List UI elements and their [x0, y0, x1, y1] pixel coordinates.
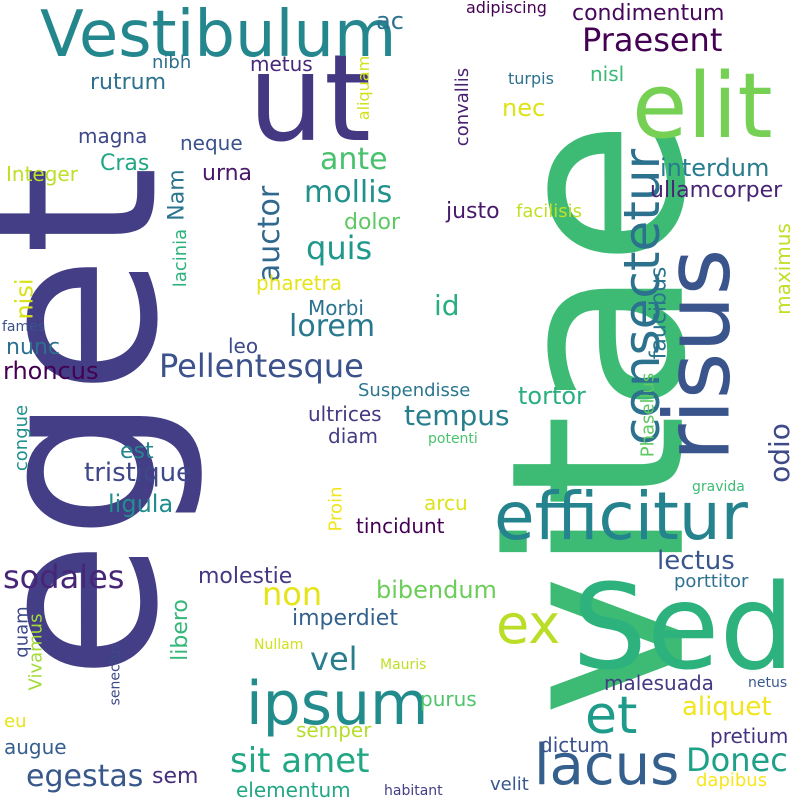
- word-et: et: [585, 686, 638, 746]
- word-rhoncus: rhoncus: [3, 357, 99, 385]
- word-lacus: lacus: [534, 733, 680, 798]
- word-vestibulum: Vestibulum: [40, 0, 397, 72]
- word-congue: congue: [11, 404, 33, 472]
- word-ligula: ligula: [108, 490, 174, 518]
- word-praesent: Praesent: [582, 21, 723, 59]
- word-condimentum: condimentum: [572, 1, 725, 26]
- word-neque: neque: [180, 131, 243, 155]
- word-ullamcorper: ullamcorper: [650, 178, 783, 203]
- word-elementum: elementum: [236, 778, 351, 800]
- word-dolor: dolor: [344, 210, 401, 235]
- word-quis: quis: [306, 229, 373, 267]
- word-purus: purus: [420, 687, 477, 711]
- word-pretium: pretium: [710, 724, 789, 748]
- word-tortor: tortor: [518, 382, 586, 410]
- word-leo: leo: [228, 334, 259, 358]
- word-habitant: habitant: [384, 783, 443, 799]
- word-lectus: lectus: [657, 546, 735, 576]
- word-augue: augue: [4, 735, 67, 759]
- word-proin: Proin: [325, 486, 347, 532]
- word-ipsum: ipsum: [246, 669, 429, 739]
- word-sodales: sodales: [3, 558, 125, 596]
- word-non: non: [262, 575, 323, 613]
- word-imperdiet: imperdiet: [292, 606, 398, 631]
- word-nibh: nibh: [152, 52, 192, 73]
- word-magna: magna: [78, 124, 148, 148]
- word-elit: elit: [632, 54, 773, 159]
- word-dictum: dictum: [540, 733, 610, 757]
- word-sit-amet: sit amet: [230, 741, 370, 781]
- word-nisl: nisl: [590, 62, 625, 86]
- word-potenti: potenti: [428, 431, 478, 447]
- word-integer: Integer: [6, 162, 78, 186]
- word-molestie: molestie: [198, 564, 293, 589]
- word-sed: Sed: [572, 558, 795, 696]
- word-tristique: tristique: [84, 458, 193, 488]
- word-id: id: [434, 289, 460, 322]
- word-tincidunt: tincidunt: [356, 514, 445, 538]
- word-malesuada: malesuada: [604, 671, 714, 695]
- word-pharetra: pharetra: [256, 271, 343, 295]
- word-lorem: lorem: [289, 309, 376, 344]
- word-convallis: convallis: [452, 67, 474, 147]
- word-efficitur: efficitur: [494, 478, 748, 555]
- word-ex: ex: [496, 593, 561, 656]
- word-sem: sem: [152, 764, 199, 789]
- word-porttitor: porttitor: [674, 571, 749, 592]
- word-ut: ut: [248, 30, 372, 169]
- word-ante: ante: [320, 142, 388, 177]
- word-egestas: egestas: [26, 759, 144, 794]
- word-maximus: maximus: [770, 223, 795, 315]
- word-nullam: Nullam: [254, 637, 304, 653]
- word-eu: eu: [4, 711, 27, 732]
- word-dapibus: dapibus: [696, 770, 768, 791]
- word-mauris: Mauris: [380, 657, 427, 673]
- word-facilisis: facilisis: [516, 201, 583, 222]
- word-urna: urna: [202, 161, 253, 186]
- word-justo: justo: [446, 199, 500, 224]
- word-phasellus: Phasellus: [637, 372, 659, 458]
- word-morbi: Morbi: [308, 296, 364, 320]
- word-cras: Cras: [100, 151, 150, 176]
- word-nam: Nam: [164, 169, 190, 221]
- word-velit: velit: [490, 774, 529, 795]
- word-aliquam: aliquam: [354, 55, 374, 121]
- word-semper: semper: [296, 718, 372, 742]
- word-libero: libero: [167, 599, 193, 661]
- word-est: est: [120, 439, 154, 464]
- word-pellentesque: Pellentesque: [159, 347, 364, 385]
- word-ac: ac: [376, 7, 404, 35]
- word-odio: odio: [762, 423, 796, 483]
- word-interdum: interdum: [660, 154, 770, 182]
- word-netus: netus: [748, 675, 788, 691]
- word-nec: nec: [502, 94, 546, 122]
- word-lacinia: lacinia: [170, 228, 192, 288]
- word-auctor: auctor: [252, 185, 288, 283]
- word-vivamus: Vivamus: [25, 613, 47, 691]
- word-faucibus: faucibus: [646, 266, 672, 360]
- word-nunc: nunc: [6, 335, 60, 360]
- word-tempus: tempus: [404, 399, 510, 432]
- word-vel: vel: [310, 640, 358, 678]
- word-diam: diam: [328, 424, 378, 448]
- word-metus: metus: [250, 52, 313, 76]
- word-arcu: arcu: [424, 491, 468, 515]
- word-suspendisse: Suspendisse: [358, 380, 471, 401]
- word-rutrum: rutrum: [90, 70, 167, 95]
- word-nisi: nisi: [10, 278, 39, 320]
- word-mollis: mollis: [304, 175, 393, 210]
- word-gravida: gravida: [692, 479, 745, 495]
- word-donec: Donec: [686, 741, 788, 779]
- word-turpis: turpis: [508, 69, 554, 88]
- word-aliquet: aliquet: [682, 692, 772, 722]
- word-senectus: senectus: [107, 642, 124, 706]
- word-bibendum: bibendum: [376, 576, 497, 604]
- word-fames: fames: [2, 319, 46, 335]
- word-ultrices: ultrices: [308, 402, 382, 426]
- word-adipiscing: adipiscing: [466, 0, 547, 17]
